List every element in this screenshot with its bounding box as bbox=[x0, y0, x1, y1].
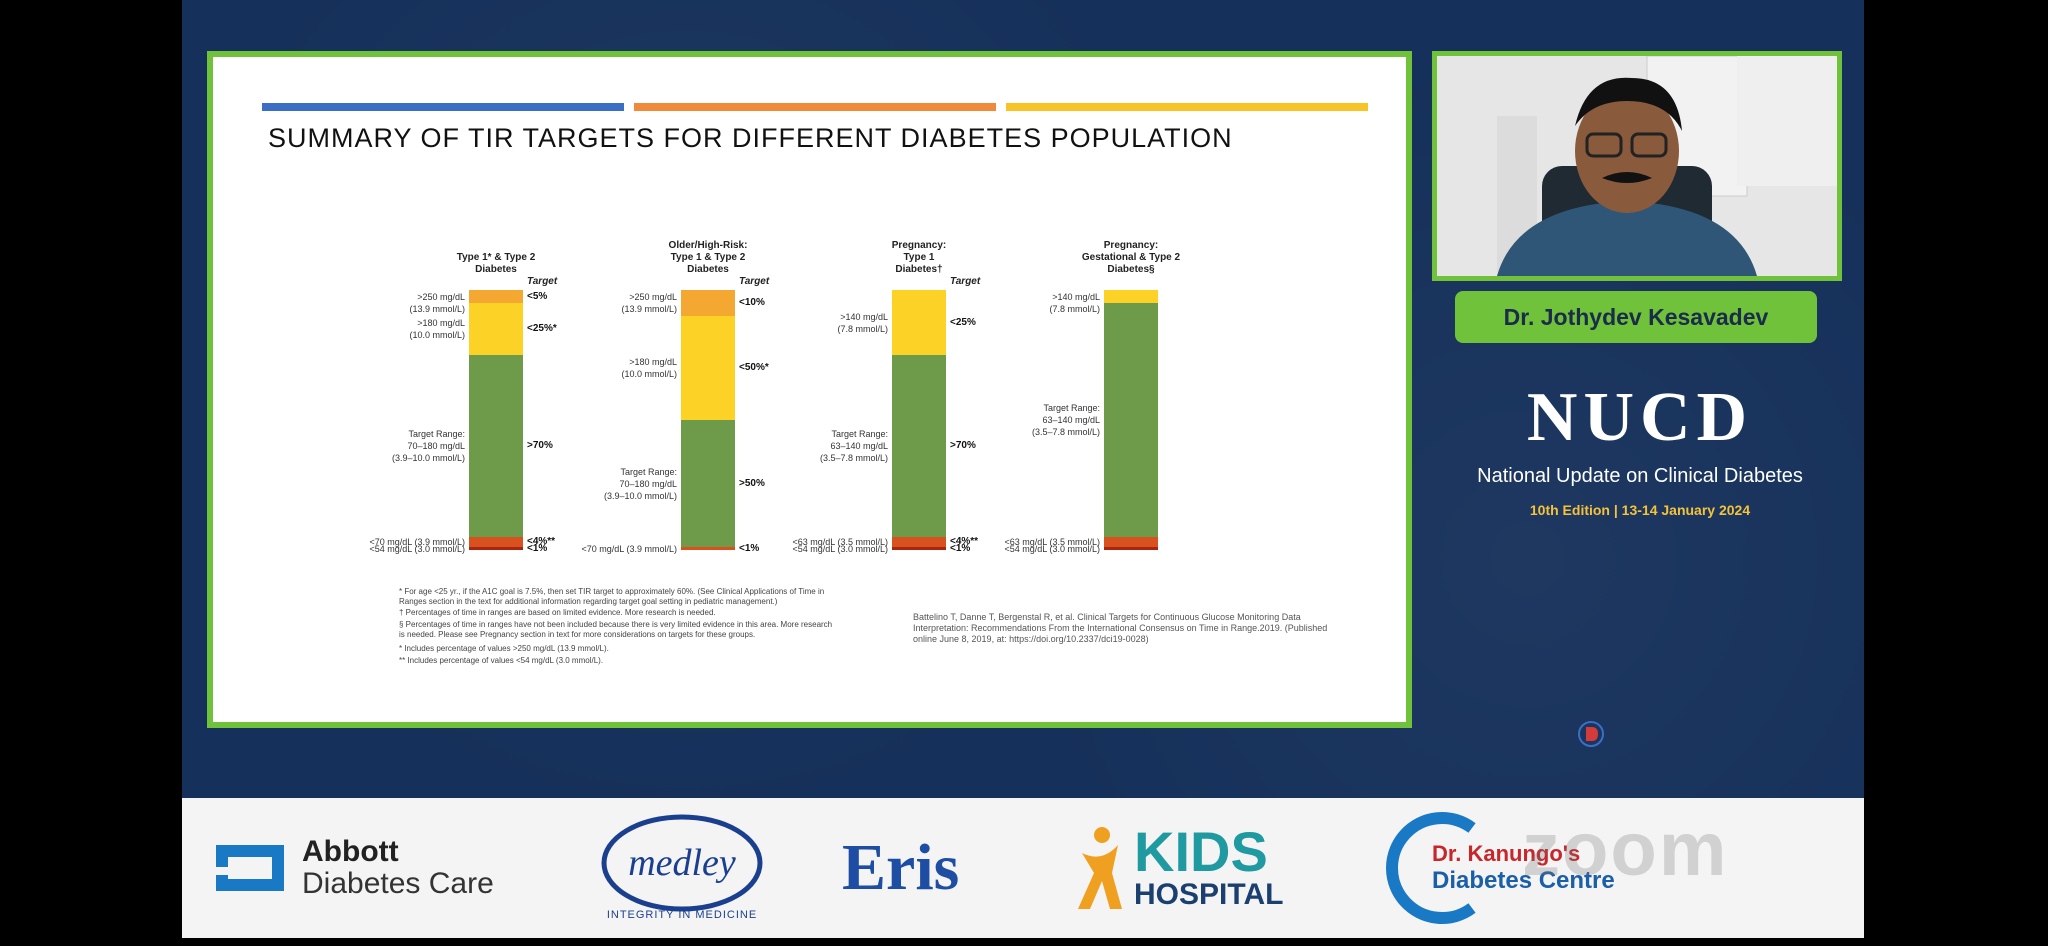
target-header: Target bbox=[950, 276, 981, 287]
bar-segment bbox=[1104, 303, 1158, 537]
target-header: Target bbox=[527, 276, 558, 287]
slide-logo-icon bbox=[1578, 721, 1604, 747]
target-percent: <5% bbox=[527, 290, 548, 302]
abbott-logo-icon bbox=[216, 845, 284, 891]
bar-segment bbox=[1104, 537, 1158, 548]
speaker-avatar bbox=[1437, 56, 1837, 276]
segment-label: <54 mg/dL (3.0 mmol/L) bbox=[792, 543, 888, 554]
segment-label: Target Range: 70–180 mg/dL (3.9–10.0 mmol/… bbox=[603, 466, 677, 501]
footnote: § Percentages of time in ranges have not… bbox=[399, 620, 833, 639]
bar-segment bbox=[681, 547, 735, 550]
sponsor-kanungo: Dr. Kanungo's Diabetes Centre zoom bbox=[1382, 798, 1802, 938]
slide-accent-bar-yellow bbox=[1006, 103, 1368, 111]
event-subtitle: National Update on Clinical Diabetes bbox=[1477, 465, 1803, 487]
kids-line1: KIDS bbox=[1134, 820, 1268, 883]
segment-label: <70 mg/dL (3.9 mmol/L) bbox=[369, 537, 465, 548]
slide-accent-bar-orange bbox=[634, 103, 996, 111]
target-percent: <25%* bbox=[527, 323, 557, 334]
bar-segment bbox=[681, 290, 735, 316]
kanungo-line2: Diabetes Centre bbox=[1432, 867, 1615, 894]
event-name: NUCD bbox=[1526, 379, 1754, 456]
segment-label: >180 mg/dL (10.0 mmol/L) bbox=[409, 318, 465, 340]
bar-segment bbox=[469, 547, 523, 550]
target-percent: <25% bbox=[950, 316, 976, 328]
bar-segment bbox=[681, 316, 735, 420]
footnote: * Includes percentage of values >250 mg/… bbox=[399, 644, 609, 653]
sponsor-eris: Eris bbox=[842, 798, 1012, 938]
medley-logo-icon bbox=[601, 814, 762, 911]
slide-title: SUMMARY OF TIR TARGETS FOR DIFFERENT DIA… bbox=[268, 123, 1233, 153]
bar-segment bbox=[469, 290, 523, 303]
abbott-line2: Diabetes Care bbox=[302, 867, 494, 900]
kids-hospital-figure-icon bbox=[1078, 827, 1122, 909]
medley-name: medley bbox=[628, 841, 736, 884]
segment-label: >250 mg/dL (13.9 mmol/L) bbox=[409, 291, 465, 314]
segment-label: >140 mg/dL (7.8 mmol/L) bbox=[837, 311, 888, 334]
bar-segment bbox=[469, 303, 523, 355]
bar-segment bbox=[892, 355, 946, 537]
target-percent: >70% bbox=[527, 440, 553, 451]
sponsor-abbott: Abbott Diabetes Care bbox=[212, 798, 502, 938]
sponsor-bar: Abbott Diabetes Care medley INTEGRITY IN… bbox=[182, 798, 1864, 938]
speaker-name-banner: Dr. Jothydev Kesavadev bbox=[1455, 291, 1817, 343]
segment-label: <63 mg/dL (3.5 mmol/L) bbox=[792, 537, 888, 548]
slide-accent-bar-blue bbox=[262, 103, 624, 111]
kids-line2: HOSPITAL bbox=[1134, 878, 1284, 911]
column-title: Type 1* & Type 2 Diabetes bbox=[456, 252, 536, 275]
segment-label: <54 mg/dL (3.0 mmol/L) bbox=[1004, 543, 1100, 554]
segment-label: >180 mg/dL (10.0 mmol/L) bbox=[621, 357, 677, 379]
bar-segment bbox=[892, 537, 946, 548]
segment-label: Target Range: 63–140 mg/dL (3.5–7.8 mmol/L… bbox=[1031, 403, 1100, 437]
column-title: Older/High-Risk: Type 1 & Type 2 Diabetes bbox=[668, 240, 748, 275]
segment-label: Target Range: 63–140 mg/dL (3.5–7.8 mmol/L… bbox=[819, 429, 888, 463]
tir-targets-chart: Type 1* & Type 2 Diabetes Target >250 mg/dL… bbox=[213, 57, 1406, 722]
shared-slide: SUMMARY OF TIR TARGETS FOR DIFFERENT DIA… bbox=[207, 51, 1604, 747]
segment-label: <54 mg/dL (3.0 mmol/L) bbox=[369, 543, 465, 554]
bar-segment bbox=[892, 547, 946, 550]
sponsor-medley: medley INTEGRITY IN MEDICINE bbox=[592, 798, 772, 938]
target-header: Target bbox=[739, 276, 770, 287]
column-title: Pregnancy: Gestational & Type 2 Diabetes§ bbox=[1081, 240, 1181, 275]
bar-segment bbox=[469, 537, 523, 548]
eris-logo: Eris bbox=[842, 831, 960, 904]
footnote: ** Includes percentage of values <54 mg/… bbox=[399, 656, 604, 665]
segment-label: Target Range: 70–180 mg/dL (3.9–10.0 mmol/… bbox=[391, 429, 465, 463]
footnote: * For age <25 yr., if the A1C goal is 7.… bbox=[399, 587, 825, 606]
segment-label: >140 mg/dL (7.8 mmol/L) bbox=[1049, 291, 1100, 314]
target-percent: <4%** bbox=[950, 536, 979, 548]
kanungo-line1: Dr. Kanungo's bbox=[1432, 841, 1581, 866]
event-edition: 10th Edition | 13-14 January 2024 bbox=[1529, 502, 1751, 518]
target-percent: <1% bbox=[739, 542, 760, 554]
target-percent: <1% bbox=[527, 542, 548, 554]
segment-label: <70 mg/dL (3.9 mmol/L) bbox=[581, 543, 677, 554]
bar-segment bbox=[892, 290, 946, 355]
footnote: † Percentages of time in ranges are base… bbox=[399, 608, 716, 617]
citation: Battelino T, Danne T, Bergenstal R, et a… bbox=[913, 612, 1328, 644]
speaker-video[interactable] bbox=[1432, 51, 1842, 281]
target-percent: <10% bbox=[739, 297, 765, 308]
abbott-line1: Abbott bbox=[302, 835, 399, 868]
column-title: Pregnancy: Type 1 Diabetes† bbox=[891, 240, 947, 275]
target-percent: >50% bbox=[739, 477, 765, 489]
zoom-watermark: zoom bbox=[1522, 807, 1729, 892]
sponsor-kids-hospital: KIDS HOSPITAL bbox=[1072, 798, 1322, 938]
segment-label: >250 mg/dL (13.9 mmol/L) bbox=[621, 292, 677, 314]
target-percent: <1% bbox=[950, 542, 971, 554]
target-percent: <4%** bbox=[527, 536, 556, 548]
medley-tagline: INTEGRITY IN MEDICINE bbox=[606, 908, 758, 921]
target-percent: >70% bbox=[950, 440, 976, 451]
target-percent: <50%* bbox=[739, 362, 769, 373]
segment-label: <63 mg/dL (3.5 mmol/L) bbox=[1004, 537, 1100, 548]
bar-segment bbox=[1104, 290, 1158, 303]
bar-segment bbox=[681, 420, 735, 548]
bar-segment bbox=[469, 355, 523, 537]
bar-segment bbox=[1104, 547, 1158, 550]
kanungo-logo-icon bbox=[1386, 812, 1476, 924]
